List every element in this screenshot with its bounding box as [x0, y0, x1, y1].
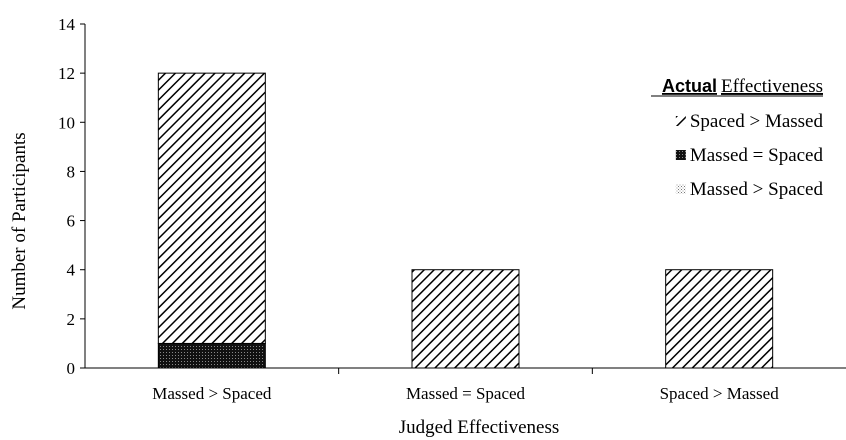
legend-item: Spaced > Massed [675, 111, 824, 132]
legend-title-rest: Effectiveness [721, 76, 823, 97]
legend-item: Massed > Spaced [675, 179, 824, 200]
legend-item: Massed = Spaced [675, 145, 824, 166]
x-tick-label: Massed = Spaced [406, 384, 526, 403]
y-tick-label: 0 [67, 359, 76, 378]
legend-title: Actual Effectiveness [662, 76, 823, 97]
legend-swatch [675, 184, 686, 194]
legend-label: Massed > Spaced [690, 179, 824, 200]
x-axis-title: Judged Effectiveness [399, 417, 560, 438]
legend-label: Massed = Spaced [690, 145, 824, 166]
legend-swatch [675, 116, 686, 126]
bars [157, 72, 774, 369]
y-tick-label: 14 [58, 15, 76, 34]
bar-segment [157, 342, 266, 369]
y-tick-label: 4 [67, 261, 76, 280]
y-tick-label: 8 [67, 162, 76, 181]
labels: Number of Participants Judged Effectiven… [9, 132, 559, 438]
bar-segment [157, 72, 266, 344]
y-tick-label: 6 [67, 212, 76, 231]
x-tick-label: Massed > Spaced [152, 384, 272, 403]
legend-title-bold: Actual [662, 76, 717, 96]
y-axis-title: Number of Participants [9, 132, 30, 309]
y-tick-label: 12 [58, 64, 75, 83]
bar-segment [411, 269, 520, 369]
legend-label: Spaced > Massed [690, 111, 824, 132]
x-tick-label: Spaced > Massed [660, 384, 780, 403]
bar-segment [665, 269, 774, 369]
legend: Actual Effectiveness Spaced > Massed Masse… [651, 76, 823, 200]
y-tick-label: 10 [58, 113, 75, 132]
y-tick-label: 2 [67, 310, 76, 329]
axes: 0 2 4 6 8 10 12 14 Massed > Spaced Massed = Space… [58, 15, 846, 403]
legend-swatch [675, 150, 686, 160]
